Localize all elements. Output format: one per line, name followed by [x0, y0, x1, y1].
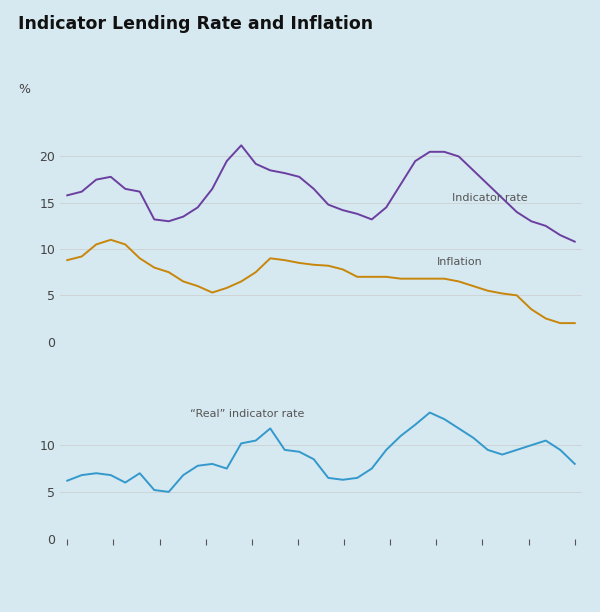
Text: Indicator Lending Rate and Inflation: Indicator Lending Rate and Inflation	[18, 15, 373, 33]
Text: Indicator rate: Indicator rate	[452, 193, 527, 203]
Text: %: %	[18, 83, 30, 95]
Text: Inflation: Inflation	[437, 257, 483, 267]
Text: “Real” indicator rate: “Real” indicator rate	[191, 409, 305, 419]
